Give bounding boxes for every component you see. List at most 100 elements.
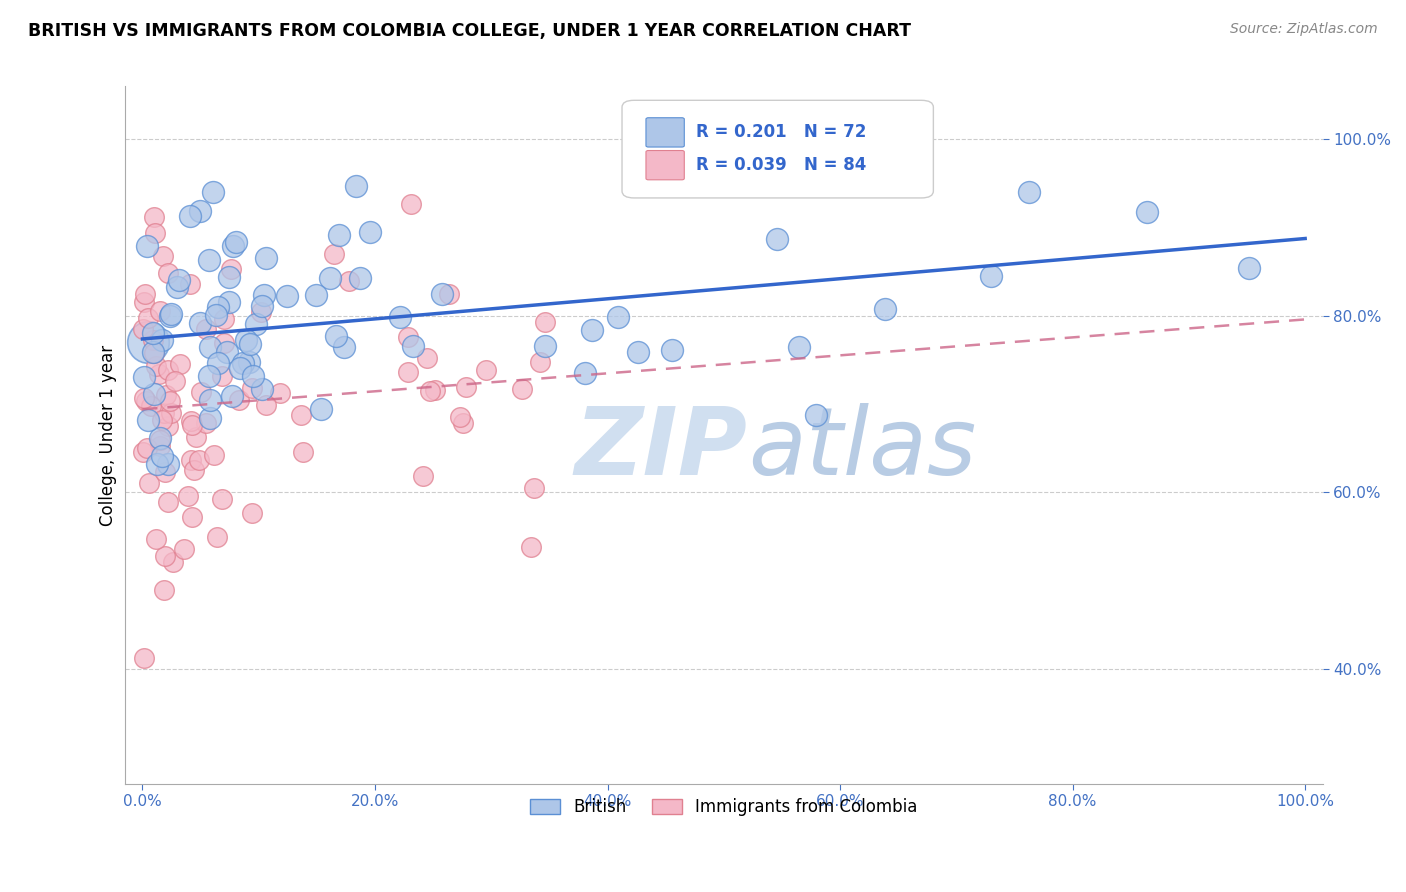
Point	[423, 384, 446, 398]
Point	[157, 495, 180, 509]
Point	[198, 369, 221, 384]
Point	[519, 540, 541, 554]
Point	[323, 246, 346, 260]
Point	[157, 363, 180, 377]
Point	[399, 197, 422, 211]
Point	[138, 310, 160, 325]
Point	[204, 448, 226, 462]
Point	[222, 239, 245, 253]
Point	[152, 406, 174, 420]
Point	[201, 185, 224, 199]
Point	[188, 316, 211, 330]
Point	[205, 309, 228, 323]
Point	[1018, 185, 1040, 199]
Point	[325, 329, 347, 343]
Point	[155, 549, 177, 564]
Point	[416, 351, 439, 365]
Point	[242, 368, 264, 383]
Text: R = 0.201   N = 72: R = 0.201 N = 72	[696, 123, 866, 142]
Point	[449, 409, 471, 424]
Point	[865, 121, 887, 136]
Point	[145, 226, 167, 240]
Point	[219, 261, 242, 276]
Point	[149, 431, 172, 445]
Point	[229, 361, 252, 376]
Point	[804, 409, 827, 423]
Point	[419, 384, 441, 398]
Point	[661, 343, 683, 357]
Point	[212, 335, 235, 350]
Point	[194, 322, 217, 336]
Point	[1239, 260, 1261, 275]
Point	[180, 453, 202, 467]
Point	[179, 277, 201, 291]
Point	[240, 381, 263, 395]
Point	[218, 270, 240, 285]
Point	[512, 383, 534, 397]
Text: BRITISH VS IMMIGRANTS FROM COLOMBIA COLLEGE, UNDER 1 YEAR CORRELATION CHART: BRITISH VS IMMIGRANTS FROM COLOMBIA COLL…	[28, 22, 911, 40]
Point	[152, 449, 174, 463]
FancyBboxPatch shape	[621, 100, 934, 198]
Point	[238, 355, 260, 369]
Point	[396, 365, 419, 379]
Point	[177, 490, 200, 504]
Text: Source: ZipAtlas.com: Source: ZipAtlas.com	[1230, 22, 1378, 37]
Point	[194, 416, 217, 430]
Point	[145, 359, 167, 373]
Point	[1136, 205, 1159, 219]
Point	[207, 356, 229, 370]
Point	[396, 330, 419, 344]
Point	[180, 414, 202, 428]
Point	[132, 392, 155, 406]
Point	[581, 323, 603, 337]
Point	[136, 335, 159, 350]
Point	[198, 252, 221, 267]
Point	[475, 363, 498, 377]
Legend: British, Immigrants from Colombia: British, Immigrants from Colombia	[522, 789, 925, 824]
Point	[132, 370, 155, 384]
Point	[523, 481, 546, 495]
Point	[198, 392, 221, 407]
Point	[162, 555, 184, 569]
Point	[173, 541, 195, 556]
Point	[132, 650, 155, 665]
Y-axis label: College, Under 1 year: College, Under 1 year	[100, 344, 117, 525]
Point	[198, 340, 221, 354]
Point	[451, 416, 474, 430]
Point	[180, 510, 202, 524]
Point	[143, 210, 166, 224]
Point	[766, 231, 789, 245]
Point	[159, 394, 181, 409]
Text: ZIP: ZIP	[575, 403, 748, 495]
Point	[139, 399, 162, 413]
Point	[309, 402, 332, 417]
Point	[145, 532, 167, 546]
Text: atlas: atlas	[748, 403, 976, 494]
Point	[228, 392, 250, 407]
Point	[232, 356, 254, 370]
Point	[165, 374, 187, 388]
Point	[454, 379, 477, 393]
Point	[181, 417, 204, 432]
Point	[332, 340, 354, 354]
Point	[250, 382, 273, 396]
Point	[211, 369, 233, 384]
Point	[276, 289, 298, 303]
Point	[214, 312, 236, 326]
Point	[437, 286, 460, 301]
Point	[235, 334, 257, 348]
Point	[534, 315, 557, 329]
Point	[167, 273, 190, 287]
Point	[155, 388, 177, 402]
Point	[607, 310, 630, 324]
Point	[337, 274, 360, 288]
Point	[156, 419, 179, 434]
Point	[153, 583, 176, 598]
Point	[132, 444, 155, 458]
Point	[254, 251, 277, 265]
Point	[245, 317, 267, 331]
Point	[156, 266, 179, 280]
Point	[218, 295, 240, 310]
Point	[132, 321, 155, 335]
Point	[787, 340, 810, 354]
